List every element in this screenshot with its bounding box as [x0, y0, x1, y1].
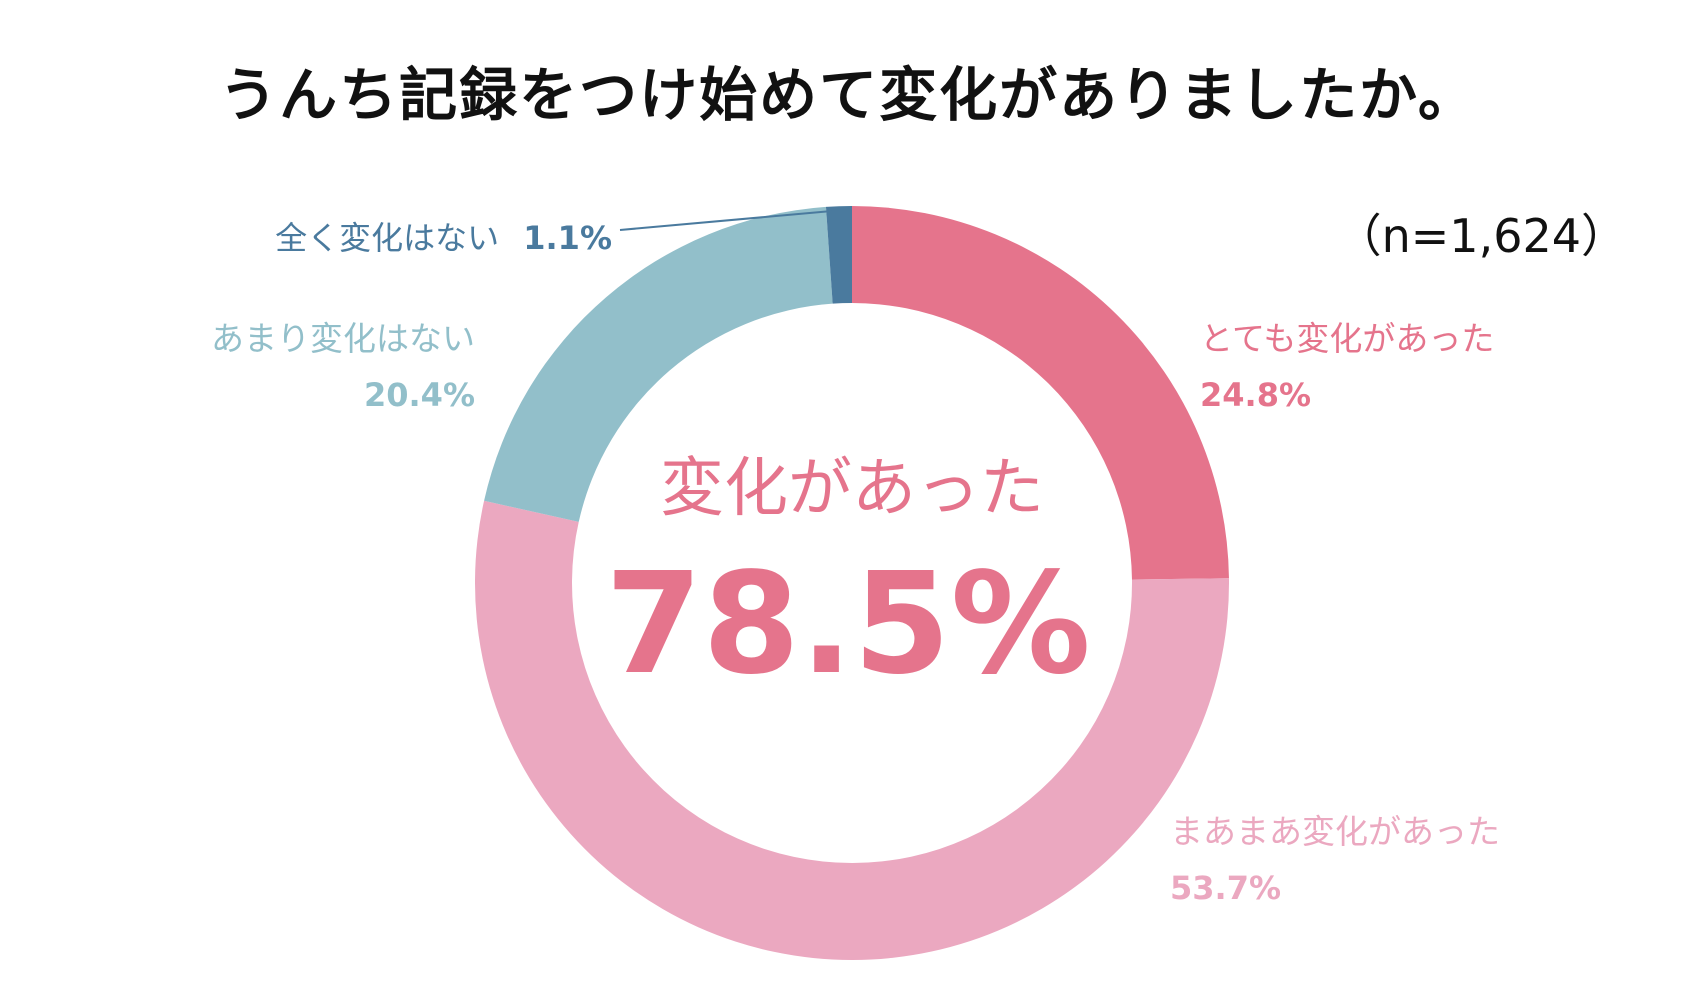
- sample-size: （n=1,624）: [1335, 209, 1627, 263]
- donut-slice-very-changed: [852, 206, 1229, 580]
- label-very-changed: とても変化があった 24.8%: [1200, 319, 1494, 414]
- label-somewhat-changed: まあまあ変化があった 53.7%: [1170, 812, 1500, 907]
- label-not-much: あまり変化はない 20.4%: [211, 319, 475, 414]
- donut-slice-not-much: [484, 206, 833, 522]
- slice-value-somewhat-changed: 53.7%: [1170, 869, 1281, 907]
- slice-label-somewhat-changed: まあまあ変化があった: [1170, 812, 1500, 851]
- slice-label-very-changed: とても変化があった: [1200, 319, 1494, 358]
- donut-slice-somewhat-changed: [475, 500, 1229, 960]
- leader-line-none: [619, 210, 833, 231]
- donut-slices: [475, 206, 1229, 960]
- donut-slice-none: [825, 206, 852, 304]
- slice-label-not-much: あまり変化はない: [211, 319, 475, 358]
- slice-value-not-much: 20.4%: [364, 376, 475, 414]
- slice-label-none: 全く変化はない: [275, 219, 499, 257]
- label-none: 全く変化はない 1.1%: [275, 219, 612, 257]
- center-label: 変化があった: [660, 452, 1044, 526]
- slice-value-none: 1.1%: [523, 219, 612, 257]
- center-value: 78.5%: [605, 543, 1091, 706]
- svg-text:全く変化はない 1.1%: 全く変化はない 1.1%: [275, 219, 612, 257]
- slice-value-very-changed: 24.8%: [1200, 376, 1311, 414]
- chart-title: うんち記録をつけ始めて変化がありましたか。: [219, 61, 1478, 129]
